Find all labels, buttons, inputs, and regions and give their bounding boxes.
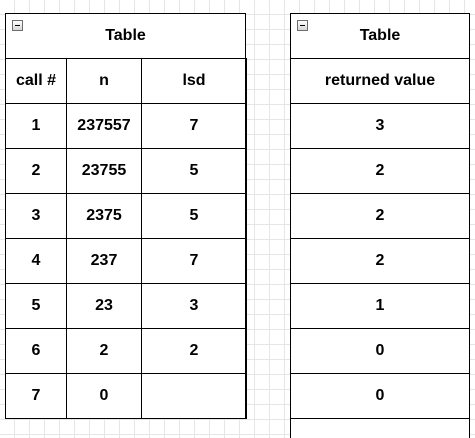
- table-title: Table: [105, 27, 146, 44]
- table-cell: [141, 373, 247, 419]
- table-cell: 5: [141, 148, 247, 194]
- table-cell: 2: [290, 148, 470, 194]
- table-row: 4 237 7: [5, 238, 247, 284]
- table-cell: 0: [290, 373, 470, 419]
- call-table: Table call # n lsd 1 237557 7 2 23755 5 …: [5, 13, 247, 419]
- table-cell: 237557: [66, 103, 142, 149]
- table-cell: 23755: [66, 148, 142, 194]
- collapse-icon[interactable]: [297, 20, 308, 31]
- header-cell-call: call #: [5, 58, 67, 104]
- call-table-grid: call # n lsd 1 237557 7 2 23755 5 3 2375…: [5, 58, 247, 419]
- table-cell: 6: [5, 328, 67, 374]
- table-row: 1: [290, 283, 470, 329]
- table-cell: 4: [5, 238, 67, 284]
- table-row: 5 23 3: [5, 283, 247, 329]
- table-cell: 23: [66, 283, 142, 329]
- table-row: 1 237557 7: [5, 103, 247, 149]
- table-cell: 2: [141, 328, 247, 374]
- table-cell: 2: [66, 328, 142, 374]
- header-cell-n: n: [66, 58, 142, 104]
- table-cell: 1: [5, 103, 67, 149]
- returned-value-grid: returned value 3 2 2 2 1 0 0: [290, 58, 470, 419]
- table-cell: 237: [66, 238, 142, 284]
- table-cell: 2: [290, 238, 470, 284]
- table-row: 2 23755 5: [5, 148, 247, 194]
- table-row: 3 2375 5: [5, 193, 247, 239]
- table-cell: 3: [290, 103, 470, 149]
- table-cell: 3: [141, 283, 247, 329]
- header-row: returned value: [290, 58, 470, 104]
- table-row: 0: [290, 328, 470, 374]
- table-row: 2: [290, 148, 470, 194]
- table-row: 2: [290, 238, 470, 284]
- table-cell: 0: [290, 328, 470, 374]
- table-cell: 0: [66, 373, 142, 419]
- header-cell-returned-value: returned value: [290, 58, 470, 104]
- table-cell: 1: [290, 283, 470, 329]
- returned-value-table: Table returned value 3 2 2 2 1 0: [290, 13, 470, 438]
- header-row: call # n lsd: [5, 58, 247, 104]
- table-title: Table: [359, 27, 401, 44]
- table-cell: 7: [141, 103, 247, 149]
- table-cell: 7: [141, 238, 247, 284]
- table-cell: 3: [5, 193, 67, 239]
- collapse-icon[interactable]: [12, 20, 23, 31]
- table-cell: 7: [5, 373, 67, 419]
- table-row: 7 0: [5, 373, 247, 419]
- table-row: 3: [290, 103, 470, 149]
- table-cell: 5: [5, 283, 67, 329]
- table-cell: 2: [5, 148, 67, 194]
- table-row: 0: [290, 373, 470, 419]
- table-row: 2: [290, 193, 470, 239]
- table-row: 6 2 2: [5, 328, 247, 374]
- table-cell: 5: [141, 193, 247, 239]
- table-cell: 2: [290, 193, 470, 239]
- table-cell: 2375: [66, 193, 142, 239]
- header-cell-lsd: lsd: [141, 58, 247, 104]
